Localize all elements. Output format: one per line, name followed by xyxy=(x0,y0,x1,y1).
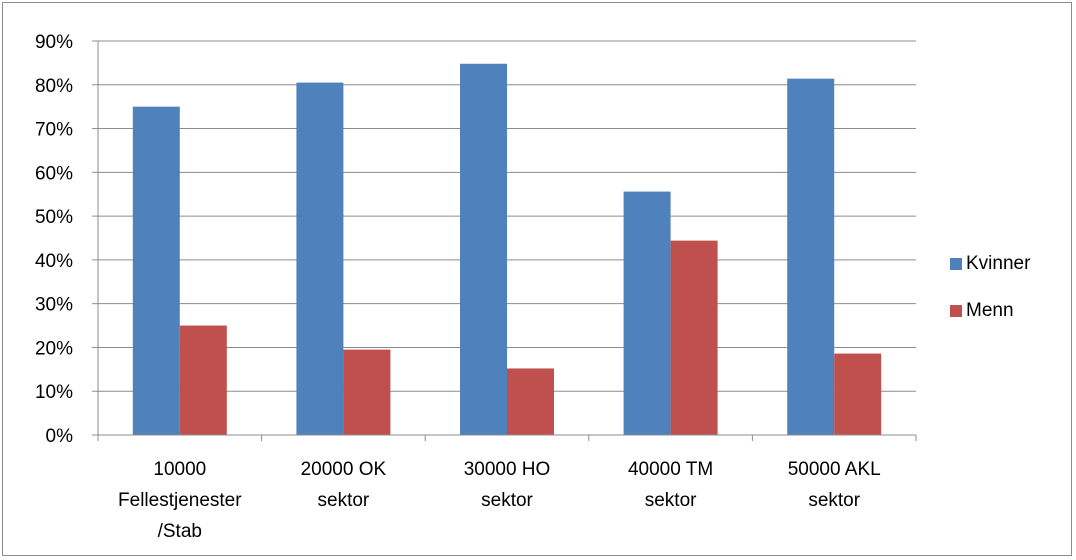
bar-kvinner-0 xyxy=(132,106,180,436)
bar-kvinner-3 xyxy=(623,191,671,435)
x-category-label: sektor xyxy=(481,490,533,511)
y-tick-label: 90% xyxy=(35,32,73,53)
y-tick-label: 60% xyxy=(35,163,73,184)
bar-menn-3 xyxy=(670,240,718,435)
x-category-label: sektor xyxy=(318,490,370,511)
x-category-label: 40000 TM xyxy=(628,459,713,480)
x-category-labels: 10000 Fellestjenester/Stab 20000 OK sektor 3… xyxy=(118,459,881,542)
y-tick-label: 30% xyxy=(35,295,73,316)
bar-menn-4 xyxy=(834,353,882,435)
bar-kvinner-2 xyxy=(460,63,507,436)
x-category-label: 50000 AKL xyxy=(788,459,881,480)
axes xyxy=(92,40,917,441)
y-tick-label: 50% xyxy=(35,207,73,228)
y-tick-label: 0% xyxy=(46,426,74,447)
x-category-label: Fellestjenester xyxy=(118,490,242,511)
y-tick-label: 20% xyxy=(35,338,73,359)
bar-menn-0 xyxy=(179,325,227,435)
bar-menn-2 xyxy=(507,368,554,435)
x-category-label: sektor xyxy=(808,490,860,511)
y-tick-labels: 0% 10% 20% 30% 40% 50% 60% 70% 80% 90% xyxy=(35,32,73,447)
legend-swatch-kvinner xyxy=(950,258,962,270)
x-category-label: 20000 OK xyxy=(301,459,387,480)
legend-label-kvinner: Kvinner xyxy=(966,253,1031,274)
bar-menn-1 xyxy=(343,349,391,435)
y-tick-label: 70% xyxy=(35,120,73,141)
y-tick-label: 80% xyxy=(35,76,73,97)
bar-kvinner-4 xyxy=(787,78,835,435)
bar-kvinner-1 xyxy=(296,82,344,435)
legend-label-menn: Menn xyxy=(966,300,1014,321)
y-tick-label: 10% xyxy=(35,382,73,403)
x-category-label: sektor xyxy=(645,490,697,511)
y-tick-label: 40% xyxy=(35,251,73,272)
x-category-label: 10000 xyxy=(153,459,206,480)
legend: Kvinner Menn xyxy=(950,253,1031,321)
x-category-label: 30000 HO xyxy=(464,459,551,480)
bars xyxy=(132,63,882,436)
x-category-label: /Stab xyxy=(158,521,202,542)
legend-swatch-menn xyxy=(950,305,962,317)
